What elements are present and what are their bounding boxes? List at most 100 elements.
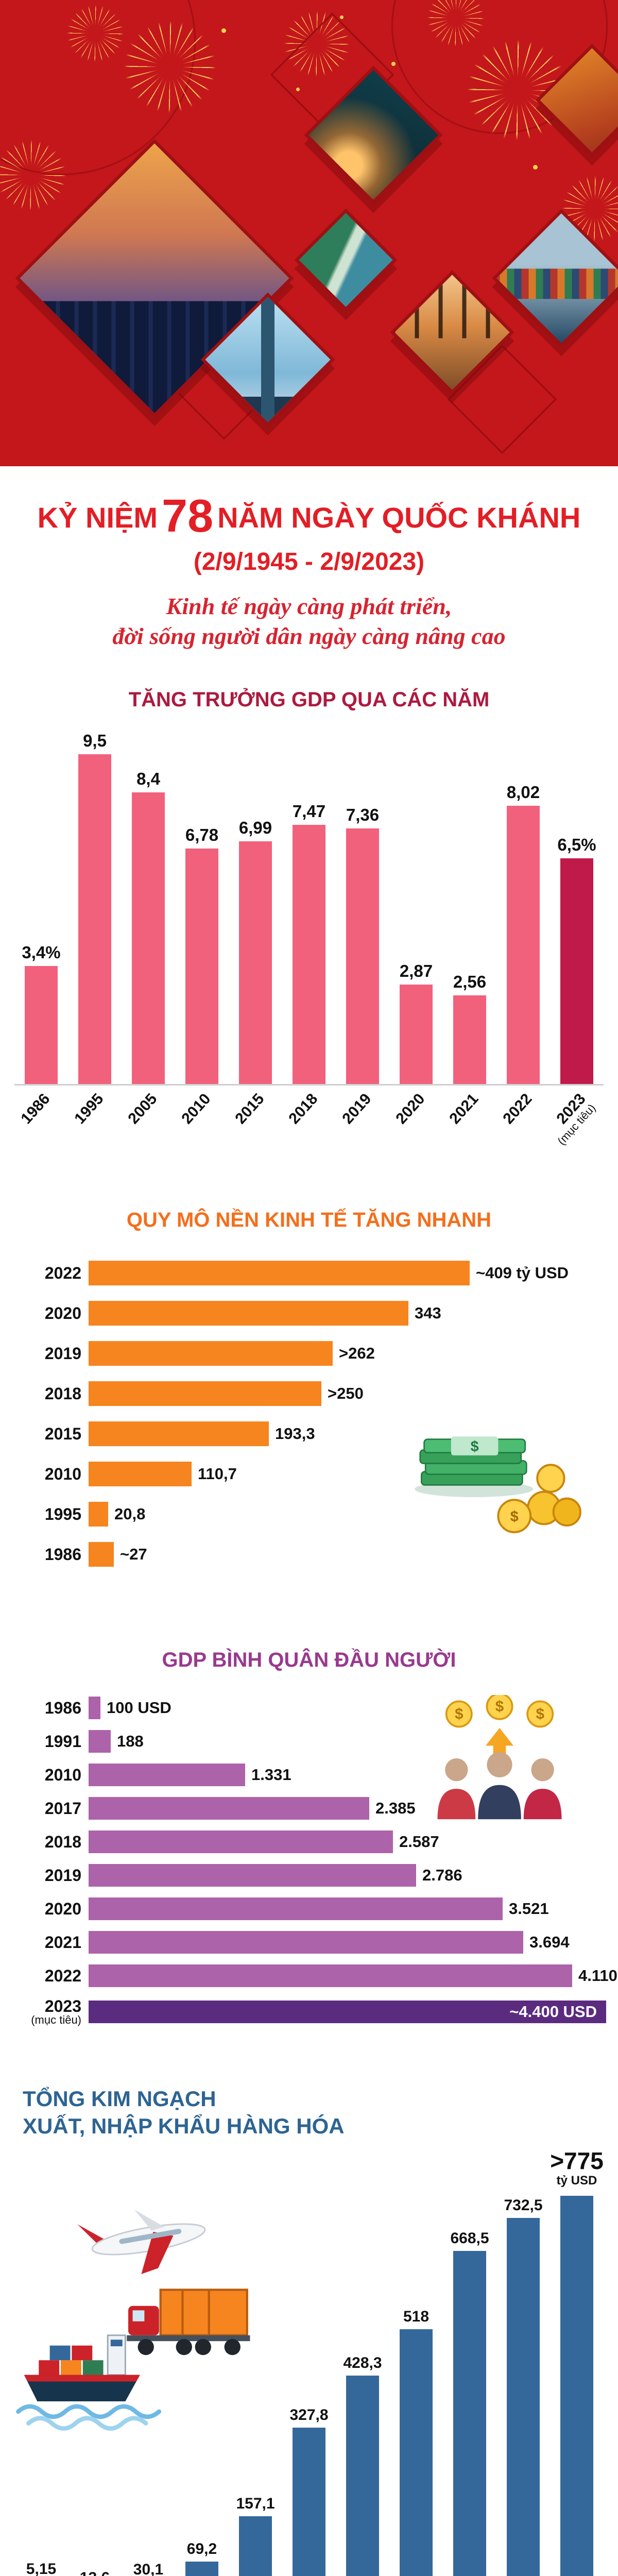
people-icons bbox=[437, 1752, 562, 1820]
row-value-label: 20,8 bbox=[114, 1505, 146, 1523]
bar-value-label: 69,2 bbox=[186, 2540, 217, 2557]
row-year-label: 2010 bbox=[44, 1766, 81, 1784]
bar-column: 327,8 bbox=[282, 2136, 336, 2576]
bar-column: 69,2 bbox=[175, 2136, 229, 2576]
bar bbox=[89, 1697, 100, 1719]
bar-value-label: 2,87 bbox=[399, 961, 433, 981]
chart-row: 2020 3.521 bbox=[21, 1897, 618, 1920]
bar-column: 5,15tỷ USD bbox=[14, 2136, 68, 2576]
import-export-chart: 5,15tỷ USD 13,6 30,1 69,2 157,1 327,8 428,3 518… bbox=[14, 2136, 604, 2576]
row-year-label: 2023 (mục tiêu) bbox=[21, 1998, 81, 2026]
bar bbox=[560, 2196, 594, 2576]
tick-label: 2005 bbox=[125, 1090, 161, 1128]
title-block: KỶ NIỆM78 NĂM NGÀY QUỐC KHÁNH (2/9/1945 -… bbox=[0, 466, 618, 670]
row-value-label: 2.385 bbox=[375, 1799, 416, 1817]
bar bbox=[78, 754, 112, 1084]
chart-row: 2019 >262 bbox=[21, 1341, 618, 1366]
ship-icon bbox=[16, 2334, 162, 2431]
row-value-label: 343 bbox=[415, 1304, 441, 1322]
year-note: (mục tiêu) bbox=[31, 2013, 81, 2026]
chart-row: 2021 3.694 bbox=[21, 1931, 618, 1954]
subtitle-line2: đời sống người dân ngày càng nâng cao bbox=[112, 622, 506, 649]
plot-area: 5,15tỷ USD 13,6 30,1 69,2 157,1 327,8 428,3 518… bbox=[14, 2136, 604, 2576]
bar bbox=[89, 1764, 245, 1786]
chart-row: 2010 110,7 bbox=[21, 1462, 618, 1486]
bar-value-label: 6,78 bbox=[185, 825, 219, 845]
bar-column: 30,1 bbox=[122, 2136, 175, 2576]
row-value-label: 2.587 bbox=[399, 1833, 439, 1851]
row-year-label: 2015 bbox=[44, 1425, 81, 1443]
bar bbox=[560, 858, 594, 1084]
bar-column: 6,5% bbox=[550, 725, 604, 1084]
gdp-growth-chart: 3,4% 9,5 8,4 6,78 6,99 7,47 7,36 2,87 2,56 8,02 6,… bbox=[14, 725, 604, 1168]
row-year-label: 1995 bbox=[44, 1505, 81, 1523]
bar-value-label: 8,4 bbox=[136, 769, 160, 789]
bar-column: 8,4 bbox=[122, 725, 175, 1084]
gdp-per-capita-chart: 1986 100 USD 1991 188 2010 1.331 2017 2.385 2018… bbox=[21, 1697, 618, 2037]
axis-tick: 2015 bbox=[229, 1086, 282, 1168]
bar-column: 732,5 bbox=[496, 2136, 550, 2576]
chart-row: 2010 1.331 bbox=[21, 1764, 618, 1786]
tick-label: 1995 bbox=[71, 1090, 107, 1128]
chart-row: 2018 >250 bbox=[21, 1381, 618, 1406]
bar-column: 6,99 bbox=[229, 725, 282, 1084]
import-export-title-line1: TỔNG KIM NGẠCH bbox=[23, 2087, 216, 2111]
money-stack-icon: $ bbox=[415, 1436, 534, 1497]
bar bbox=[89, 1301, 408, 1326]
row-value-label: 3.694 bbox=[529, 1933, 570, 1951]
chart-row: 2018 2.587 bbox=[21, 1831, 618, 1853]
page-title: KỶ NIỆM78 NĂM NGÀY QUỐC KHÁNH bbox=[0, 493, 618, 539]
bar bbox=[185, 2562, 219, 2576]
bar-value-label: 327,8 bbox=[289, 2406, 329, 2424]
row-value-label: 3.521 bbox=[509, 1900, 549, 1918]
people-money-illustration: $ $ $ bbox=[437, 1695, 562, 1820]
chart-row: 1986 ~27 bbox=[21, 1542, 618, 1567]
anniversary-number: 78 bbox=[162, 490, 214, 542]
bar bbox=[89, 1864, 416, 1887]
bar-value-label: 7,47 bbox=[292, 802, 326, 821]
bar bbox=[453, 995, 487, 1084]
spark-dot bbox=[391, 62, 396, 66]
bar-value-label: 30,1 bbox=[133, 2561, 164, 2576]
photo-river-bridge-aerial bbox=[294, 208, 398, 312]
axis-tick: 1995 bbox=[68, 1086, 122, 1168]
bar bbox=[399, 2329, 433, 2576]
chart-row: 2022 ~409 tỷ USD bbox=[21, 1261, 618, 1285]
tick-label: 1986 bbox=[18, 1090, 54, 1128]
import-export-title: TỔNG KIM NGẠCH XUẤT, NHẬP KHẨU HÀNG HÓA bbox=[23, 2086, 345, 2140]
row-value-label: ~409 tỷ USD bbox=[476, 1264, 569, 1282]
bar-value-label: 157,1 bbox=[236, 2495, 275, 2512]
bar bbox=[89, 1542, 114, 1567]
plot-area: 3,4% 9,5 8,4 6,78 6,99 7,47 7,36 2,87 2,56 8,02 6,… bbox=[14, 725, 604, 1086]
economy-size-chart: 2022 ~409 tỷ USD 2020 343 2019 >262 2018 >250 20… bbox=[21, 1261, 618, 1582]
bar bbox=[89, 1730, 111, 1753]
tick-label: 2010 bbox=[178, 1090, 214, 1128]
chart-row: 2023 (mục tiêu) ~4.400 USD bbox=[21, 1998, 618, 2026]
tick-label: 2023 (mục tiêu) bbox=[553, 1090, 598, 1148]
row-year-label: 1986 bbox=[44, 1699, 81, 1717]
svg-text:$: $ bbox=[455, 1706, 463, 1723]
bar-value-label: 8,02 bbox=[506, 783, 540, 802]
transport-illustration bbox=[16, 2210, 250, 2431]
bar-column: 6,78 bbox=[175, 725, 229, 1084]
axis-tick: 2023 (mục tiêu) bbox=[550, 1086, 604, 1168]
subtitle-line1: Kinh tế ngày càng phát triển, bbox=[166, 593, 452, 619]
row-year-label: 2022 bbox=[44, 1967, 81, 1985]
row-value-label: 193,3 bbox=[275, 1425, 315, 1443]
coins-icon bbox=[497, 1464, 581, 1533]
row-value-label: 188 bbox=[117, 1732, 144, 1750]
bar-column: 8,02 bbox=[496, 725, 550, 1084]
axis-tick: 2018 bbox=[282, 1086, 336, 1168]
bar bbox=[89, 1931, 523, 1954]
bar-value-label: 6,99 bbox=[238, 818, 272, 838]
bar bbox=[292, 825, 326, 1084]
up-arrow-icon bbox=[485, 1727, 514, 1764]
bar-column: >775 tỷ USD bbox=[550, 2136, 604, 2576]
row-value-label: >250 bbox=[328, 1384, 364, 1402]
dollar-coins-icon: $ $ $ bbox=[445, 1695, 554, 1728]
bar bbox=[238, 841, 272, 1084]
import-export-section: TỔNG KIM NGẠCH XUẤT, NHẬP KHẨU HÀNG HÓA … bbox=[0, 2066, 618, 2576]
spark-dot bbox=[296, 88, 300, 91]
svg-text:$: $ bbox=[471, 1438, 479, 1455]
